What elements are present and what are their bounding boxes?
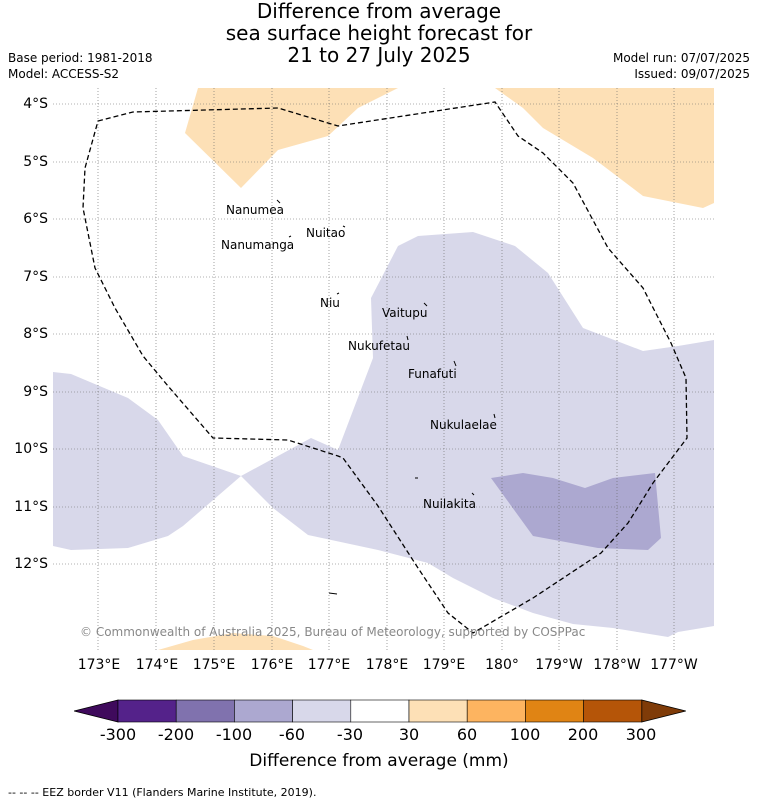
anomaly-region-orange-nw xyxy=(185,88,398,188)
model-name: Model: ACCESS-S2 xyxy=(8,67,120,81)
colorbar-segment xyxy=(408,699,468,723)
lon-label-176e: 176°E xyxy=(250,657,294,673)
colorbar-tick-label: -200 xyxy=(157,725,195,744)
colorbar-tick-label: -300 xyxy=(99,725,137,744)
colorbar xyxy=(74,699,686,723)
lat-label-10s: 10°S xyxy=(14,441,48,457)
colorbar-tick-label: 300 xyxy=(625,725,657,744)
colorbar-segment xyxy=(292,699,352,723)
eez-footnote: -- -- -- EEZ border V11 (Flanders Marine… xyxy=(8,786,317,799)
lon-label-177e: 177°E xyxy=(307,657,351,673)
meta-left: Base period: 1981-2018 Model: ACCESS-S2 xyxy=(8,50,153,82)
colorbar-arrow-low xyxy=(74,699,119,723)
lat-label-11s: 11°S xyxy=(14,499,48,515)
base-period: Base period: 1981-2018 xyxy=(8,51,153,65)
anomaly-region-purple xyxy=(491,473,661,550)
lat-label-7s: 7°S xyxy=(23,269,48,285)
lon-label-178e: 178°E xyxy=(365,657,409,673)
lon-label-174e: 174°E xyxy=(135,657,179,673)
island-label-funafuti: Funafuti xyxy=(408,367,457,381)
lat-label-12s: 12°S xyxy=(14,556,48,572)
title-line-3: 21 to 27 July 2025 xyxy=(287,43,471,67)
colorbar-segment xyxy=(175,699,235,723)
lat-label-6s: 6°S xyxy=(23,211,48,227)
anomaly-region-light-purple xyxy=(53,232,714,637)
colorbar-segment xyxy=(583,699,643,723)
island-label-nuitao: Nuitao xyxy=(306,226,346,240)
colorbar-tick-label: 200 xyxy=(567,725,599,744)
colorbar-tick-label: 30 xyxy=(398,725,420,744)
eez-border xyxy=(82,101,688,634)
issued-date: Issued: 09/07/2025 xyxy=(634,67,750,81)
lon-label-178w: 178°W xyxy=(593,657,641,673)
anomaly-region-orange-ne xyxy=(495,88,714,208)
meta-right: Model run: 07/07/2025 Issued: 09/07/2025 xyxy=(613,50,750,82)
lon-label-179w: 179°W xyxy=(535,657,583,673)
island-label-vaitupu: Vaitupu xyxy=(382,306,428,320)
island-label-nanumanga: Nanumanga xyxy=(221,238,295,252)
island-label-nanumea: Nanumea xyxy=(226,203,284,217)
title-line-1: Difference from average xyxy=(256,0,502,23)
island-label-nukulaelae: Nukulaelae xyxy=(430,418,497,432)
colorbar-segment xyxy=(117,699,177,723)
colorbar-arrow-high xyxy=(641,699,686,723)
colorbar-segment xyxy=(234,699,293,723)
lat-label-4s: 4°S xyxy=(23,96,48,112)
colorbar-tick-label: 60 xyxy=(456,725,478,744)
map-gridlines xyxy=(53,88,714,650)
island-label-nuilakita: Nuilakita xyxy=(423,497,476,511)
lat-label-8s: 8°S xyxy=(23,326,48,342)
model-run: Model run: 07/07/2025 xyxy=(612,51,750,65)
lon-label-180: 180° xyxy=(485,657,519,673)
colorbar-tick-label: -100 xyxy=(215,725,253,744)
colorbar-tick-label: 100 xyxy=(509,725,541,744)
island-marks xyxy=(276,199,496,595)
colorbar-segment xyxy=(466,699,526,723)
colorbar-segments xyxy=(74,699,686,723)
title-line-2: sea surface height forecast for xyxy=(225,21,533,45)
island-label-niu: Niu xyxy=(320,296,340,310)
colorbar-tick-label: -30 xyxy=(336,725,364,744)
anomaly-region-orange-s xyxy=(158,633,313,650)
colorbar-tick-label: -60 xyxy=(278,725,306,744)
colorbar-segment xyxy=(350,699,410,723)
lat-label-9s: 9°S xyxy=(23,384,48,400)
lon-label-175e: 175°E xyxy=(192,657,236,673)
map-plot xyxy=(53,88,714,650)
lon-label-177w: 177°W xyxy=(650,657,698,673)
chart-title: Difference from average sea surface heig… xyxy=(0,0,758,66)
copyright-notice: © Commonwealth of Australia 2025, Bureau… xyxy=(80,625,586,639)
colorbar-segment xyxy=(525,699,584,723)
lat-label-5s: 5°S xyxy=(23,154,48,170)
lon-label-173e: 173°E xyxy=(77,657,121,673)
colorbar-title: Difference from average (mm) xyxy=(249,751,509,771)
island-label-nukufetau: Nukufetau xyxy=(348,339,411,353)
lon-label-179e: 179°E xyxy=(422,657,466,673)
